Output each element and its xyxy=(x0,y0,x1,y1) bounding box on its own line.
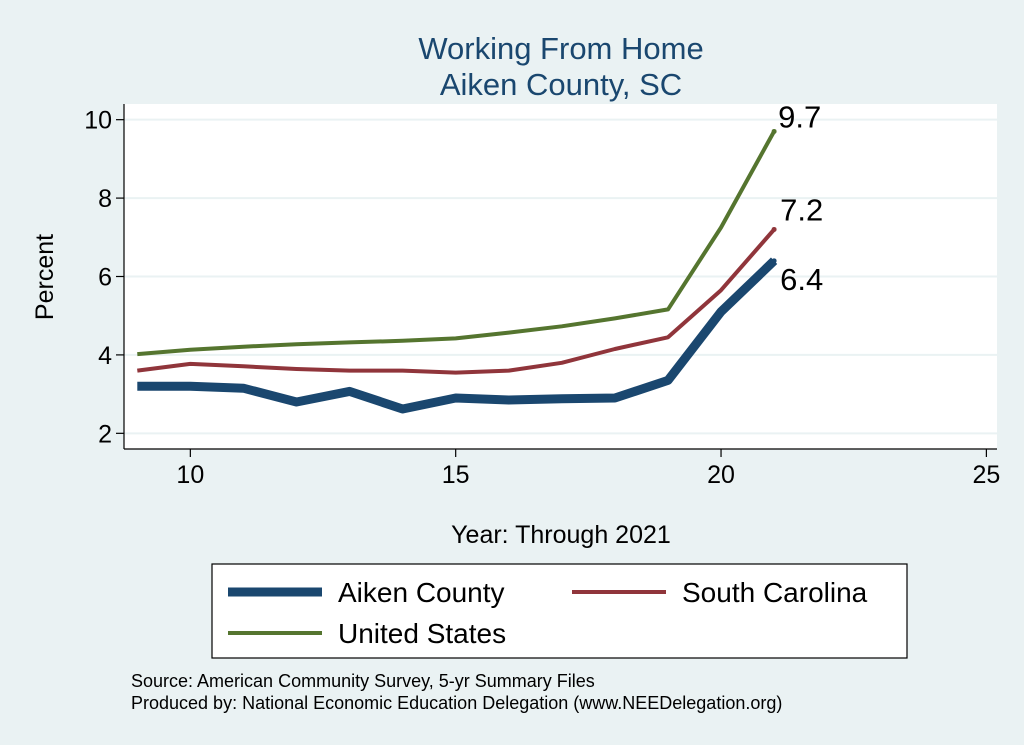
legend-item-south-carolina: South Carolina xyxy=(572,577,868,608)
gridlines xyxy=(124,118,997,435)
end-label-south-carolina: 7.2 xyxy=(780,192,823,227)
y-tick-label-10: 10 xyxy=(84,107,112,135)
legend-item-united-states: United States xyxy=(228,618,506,649)
legend-box xyxy=(211,563,908,659)
x-tick-label-10: 10 xyxy=(176,461,204,489)
series-line-aiken-county xyxy=(137,257,778,414)
legend-label-united-states: United States xyxy=(338,618,506,649)
x-axis-label: Year: Through 2021 xyxy=(451,521,671,549)
y-tick-label-4: 4 xyxy=(98,342,112,370)
producer-note: Produced by: National Economic Education… xyxy=(131,693,782,713)
y-axis-ticks: 2 4 6 8 10 xyxy=(84,107,124,448)
x-tick-label-25: 25 xyxy=(972,461,1000,489)
legend-item-aiken-county: Aiken County xyxy=(228,577,505,608)
source-note: Source: American Community Survey, 5-yr … xyxy=(131,671,595,691)
x-tick-label-20: 20 xyxy=(707,461,735,489)
series-end-point-aiken-county xyxy=(771,258,777,264)
end-labels: 9.7 7.2 6.4 xyxy=(778,99,823,296)
y-tick-label-8: 8 xyxy=(98,185,112,213)
series-line-united-states xyxy=(137,130,776,357)
series-lines xyxy=(137,128,778,414)
y-tick-label-2: 2 xyxy=(98,420,112,448)
series-end-point-united-states xyxy=(771,128,777,134)
y-axis-label: Percent xyxy=(31,234,59,320)
end-label-aiken-county: 6.4 xyxy=(780,262,823,297)
legend-label-south-carolina: South Carolina xyxy=(682,577,868,608)
x-axis-ticks: 10 15 20 25 xyxy=(176,449,1000,489)
chart-title: Working From Home xyxy=(418,31,703,66)
chart-subtitle: Aiken County, SC xyxy=(440,67,682,102)
y-tick-label-6: 6 xyxy=(98,264,112,292)
end-label-united-states: 9.7 xyxy=(778,99,821,134)
series-line-south-carolina xyxy=(137,228,776,375)
series-end-point-south-carolina xyxy=(771,226,777,232)
legend-label-aiken-county: Aiken County xyxy=(338,577,505,608)
x-tick-label-15: 15 xyxy=(442,461,470,489)
